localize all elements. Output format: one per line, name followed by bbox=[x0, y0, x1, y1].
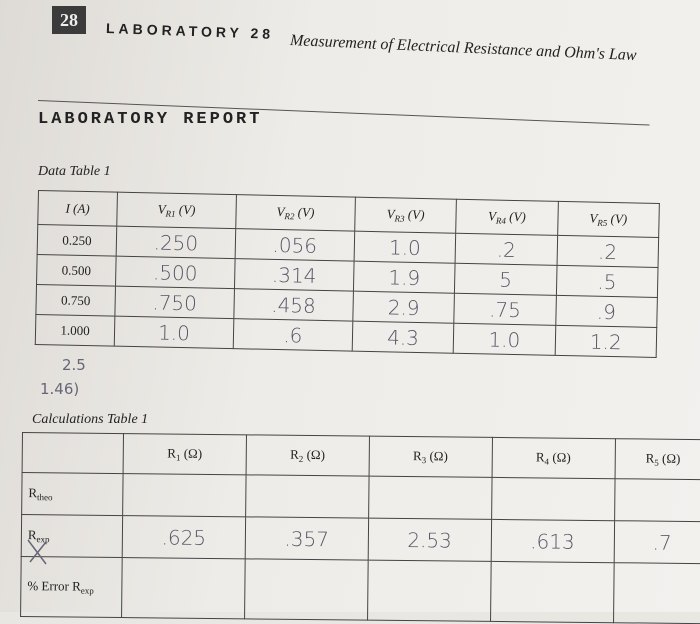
label-subscript: 4 bbox=[544, 456, 550, 467]
lab-label: LABORATORY 28 bbox=[105, 20, 275, 42]
header-cell: VR1 (V) bbox=[116, 192, 237, 229]
corner-cell bbox=[22, 432, 124, 474]
cell: 2.9 bbox=[352, 291, 455, 324]
label-symbol: R bbox=[28, 485, 38, 501]
cell bbox=[368, 476, 492, 520]
label-subscript: R5 bbox=[597, 217, 608, 228]
cell: .250 bbox=[116, 226, 236, 259]
label-unit: (Ω) bbox=[183, 445, 203, 461]
note: 1.46) bbox=[40, 380, 80, 398]
cell: .056 bbox=[235, 228, 355, 262]
cell: .7 bbox=[613, 520, 700, 564]
cell: .2 bbox=[556, 235, 659, 268]
report-title: LABORATORY REPORT bbox=[38, 110, 263, 129]
cell bbox=[367, 560, 491, 622]
cell: .5 bbox=[556, 265, 659, 298]
cell: .750 bbox=[114, 286, 235, 319]
cell: .9 bbox=[555, 295, 658, 328]
label-unit: (Ω) bbox=[306, 446, 326, 463]
row-label: Rtheo bbox=[21, 472, 124, 516]
header-cell: R4 (Ω) bbox=[491, 437, 615, 479]
label-unit: (Ω) bbox=[661, 450, 681, 466]
label-symbol: R bbox=[535, 449, 545, 465]
label-unit: (V) bbox=[610, 211, 628, 227]
cell bbox=[614, 478, 700, 522]
calc-row: Rtheo bbox=[21, 472, 700, 522]
label-symbol: R bbox=[645, 450, 655, 466]
calc-table: R1 (Ω) R2 (Ω) R3 (Ω) R4 (Ω) R5 (Ω) Rtheo Rexp.… bbox=[20, 432, 700, 624]
cell: .613 bbox=[490, 519, 615, 563]
cell: 1.2 bbox=[554, 325, 657, 358]
cell: .314 bbox=[234, 258, 354, 292]
label-subscript: 2 bbox=[298, 453, 304, 464]
header-cell: VR3 (V) bbox=[354, 197, 457, 234]
label-unit: (V) bbox=[178, 201, 196, 218]
cell: .75 bbox=[454, 293, 557, 326]
calc-row: Rexp .625.357 2.53.613.7 bbox=[21, 514, 700, 564]
cell bbox=[122, 473, 246, 517]
cell: .2 bbox=[455, 233, 558, 266]
cell: 1.0 bbox=[453, 323, 556, 356]
label-subscript: R4 bbox=[495, 215, 507, 226]
table-title: Calculations Table 1 bbox=[32, 412, 149, 427]
table-title: Data Table 1 bbox=[38, 164, 111, 179]
cell: .458 bbox=[233, 288, 354, 322]
label-unit: (V) bbox=[509, 208, 527, 225]
label-unit: (V) bbox=[407, 206, 425, 223]
cell: .6 bbox=[233, 318, 353, 352]
cell: .357 bbox=[245, 516, 369, 561]
cell bbox=[244, 558, 368, 621]
cell bbox=[490, 561, 614, 623]
header-cell: R1 (Ω) bbox=[123, 433, 247, 475]
cross-mark bbox=[27, 539, 47, 565]
cell bbox=[245, 474, 369, 519]
label-subscript: 3 bbox=[421, 455, 427, 466]
label-prefix: % Error bbox=[27, 578, 69, 594]
cell: 0.750 bbox=[35, 284, 116, 317]
header-cell: R5 (Ω) bbox=[614, 438, 700, 480]
header-cell: VR2 (V) bbox=[235, 194, 356, 232]
cell: 1.9 bbox=[353, 261, 456, 294]
label-unit: (Ω) bbox=[552, 449, 571, 465]
cell: 1.0 bbox=[114, 316, 234, 349]
cell: 1.0 bbox=[353, 231, 456, 264]
cell: .625 bbox=[122, 515, 246, 559]
data-table: I (A) VR1 (V) VR2 (V) VR3 (V) VR4 (V) VR5 (V)… bbox=[35, 190, 660, 358]
cell bbox=[491, 477, 615, 521]
cell: 1.000 bbox=[35, 314, 115, 347]
label-subscript: 1 bbox=[175, 452, 181, 463]
label-unit: (V) bbox=[297, 204, 315, 220]
label-subscript: theo bbox=[36, 492, 53, 503]
label-subscript: 5 bbox=[654, 457, 659, 468]
page-number: 28 bbox=[52, 6, 86, 34]
label-subscript: exp bbox=[80, 585, 94, 596]
header-cell: R2 (Ω) bbox=[245, 434, 370, 477]
lab-subtitle: Measurement of Electrical Resistance and… bbox=[289, 32, 637, 65]
cell: 0.500 bbox=[36, 254, 117, 287]
cell: 2.53 bbox=[367, 518, 492, 562]
cell bbox=[613, 562, 700, 624]
header-cell: I (A) bbox=[37, 190, 118, 227]
note: 2.5 bbox=[62, 356, 86, 374]
label-symbol: R bbox=[413, 448, 422, 464]
cell: 0.250 bbox=[37, 224, 117, 257]
cell: 5 bbox=[454, 263, 557, 296]
label-symbol: R bbox=[290, 446, 299, 462]
label-subscript: R1 bbox=[165, 208, 176, 219]
cell: 4.3 bbox=[352, 321, 455, 354]
label-subscript: R2 bbox=[284, 211, 295, 222]
header-cell: R3 (Ω) bbox=[368, 436, 493, 478]
cell: .500 bbox=[115, 256, 236, 289]
cell bbox=[121, 557, 246, 619]
label-unit: (Ω) bbox=[429, 448, 448, 464]
label-subscript: R3 bbox=[394, 213, 405, 224]
header-cell: VR4 (V) bbox=[455, 199, 558, 236]
header-cell: VR5 (V) bbox=[557, 201, 660, 238]
calc-row: % Error Rexp bbox=[20, 556, 700, 624]
